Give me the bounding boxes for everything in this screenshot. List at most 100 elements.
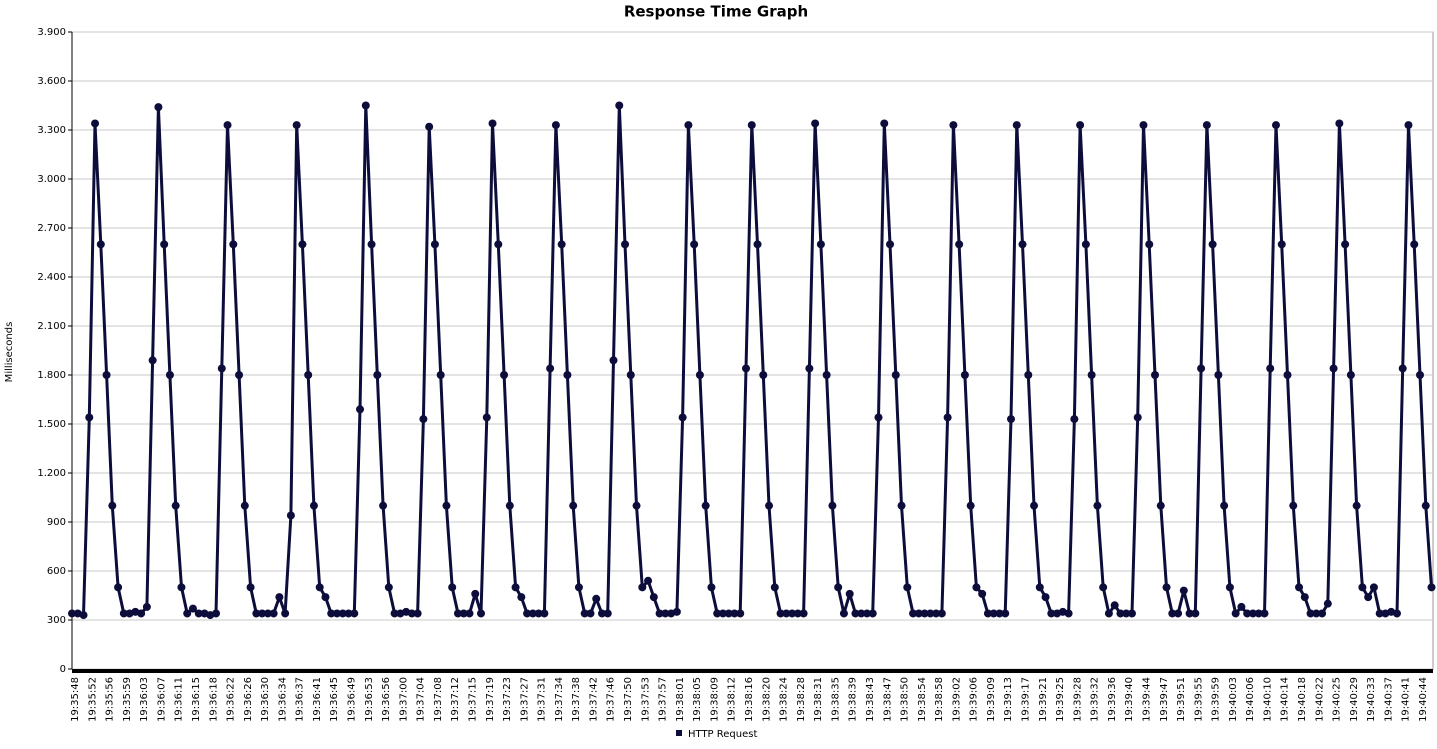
data-point: [1335, 119, 1344, 128]
data-point: [811, 119, 820, 128]
data-point: [102, 371, 111, 379]
data-point: [356, 405, 365, 414]
data-point: [494, 240, 503, 249]
series-line: [72, 104, 1433, 617]
data-point: [747, 121, 756, 130]
data-point: [995, 609, 1004, 618]
x-tick-label: 19:39:25: [1055, 677, 1066, 722]
x-tick-label: 19:39:02: [951, 677, 962, 722]
data-point: [742, 364, 750, 373]
data-point: [1001, 609, 1010, 618]
data-point: [983, 609, 992, 618]
data-point: [1329, 364, 1338, 373]
data-point: [551, 121, 560, 130]
data-point: [1300, 593, 1309, 602]
data-point: [1122, 609, 1131, 618]
x-tick-label: 19:36:03: [139, 677, 150, 722]
x-tick-label: 19:39:32: [1090, 677, 1101, 722]
data-point: [1392, 609, 1401, 618]
data-point: [229, 240, 238, 249]
y-tick-label: 3.600: [37, 76, 66, 87]
data-point: [891, 371, 900, 379]
x-tick-label: 19:40:41: [1401, 677, 1412, 722]
data-point: [1277, 240, 1286, 249]
data-point: [793, 609, 802, 618]
data-point: [857, 609, 866, 618]
data-point: [425, 122, 434, 131]
x-tick-label: 19:37:19: [485, 677, 496, 722]
data-point: [1220, 501, 1229, 510]
data-point: [880, 119, 889, 128]
data-point: [770, 583, 779, 592]
data-point: [332, 609, 341, 618]
data-point: [1341, 240, 1350, 249]
data-point: [1179, 586, 1188, 595]
data-point: [338, 609, 347, 618]
x-tick-label: 19:36:11: [174, 677, 185, 722]
x-tick-label: 19:40:18: [1297, 677, 1308, 722]
x-tick-label: 19:37:46: [606, 677, 617, 722]
data-point: [897, 501, 906, 510]
x-tick-label: 19:38:58: [934, 677, 945, 722]
data-point: [119, 609, 128, 618]
x-tick-label: 19:40:29: [1349, 677, 1360, 722]
x-tick-label: 19:40:44: [1418, 677, 1429, 722]
x-tick-label: 19:37:08: [433, 677, 444, 722]
data-point: [1346, 371, 1355, 379]
x-tick-label: 19:37:38: [571, 677, 582, 722]
data-point: [1248, 609, 1257, 618]
data-point: [632, 501, 641, 510]
data-point: [1030, 501, 1039, 510]
data-point: [137, 609, 146, 618]
data-point: [171, 501, 180, 510]
data-point: [85, 413, 94, 422]
data-point: [160, 240, 169, 249]
data-point: [753, 240, 762, 249]
data-point: [442, 501, 451, 510]
y-tick-label: 3.000: [37, 174, 66, 185]
data-point: [626, 371, 635, 379]
data-point: [321, 593, 330, 602]
data-point: [557, 240, 566, 249]
x-tick-label: 19:40:03: [1228, 677, 1239, 722]
data-point: [978, 589, 987, 598]
data-point: [148, 356, 157, 365]
data-point: [586, 609, 595, 618]
data-point: [839, 609, 848, 618]
data-point: [1214, 371, 1223, 379]
x-tick-label: 19:36:07: [156, 677, 167, 722]
y-tick-label: 1.200: [37, 468, 66, 479]
data-point: [1295, 583, 1304, 592]
x-tick-label: 19:38:12: [727, 677, 738, 722]
data-point: [868, 609, 877, 618]
data-point: [1283, 371, 1292, 379]
data-point: [258, 609, 267, 618]
x-tick-label: 19:37:34: [554, 677, 565, 722]
data-point: [1312, 609, 1321, 618]
x-tick-label: 19:36:53: [364, 677, 375, 722]
data-point: [1254, 609, 1263, 618]
data-point: [281, 609, 290, 618]
x-tick-label: 19:38:39: [848, 677, 859, 722]
data-point: [937, 609, 946, 618]
x-tick-label: 19:38:47: [882, 677, 893, 722]
data-point: [1116, 609, 1125, 618]
x-tick-label: 19:37:23: [502, 677, 513, 722]
x-tick-label: 19:40:06: [1245, 677, 1256, 722]
data-point: [1260, 609, 1269, 618]
data-point: [292, 121, 301, 130]
y-tick-label: 3.300: [37, 125, 66, 136]
data-point: [822, 371, 831, 379]
data-point: [194, 609, 203, 618]
data-point: [1093, 501, 1102, 510]
data-point: [874, 413, 883, 422]
x-tick-label: 19:36:18: [208, 677, 219, 722]
data-point: [1197, 364, 1206, 373]
data-point: [96, 240, 105, 249]
x-tick-label: 19:39:55: [1193, 677, 1204, 722]
data-point: [1352, 501, 1361, 510]
data-point: [1024, 371, 1033, 379]
data-point: [154, 103, 163, 112]
data-point: [419, 415, 428, 424]
data-point: [528, 609, 537, 618]
